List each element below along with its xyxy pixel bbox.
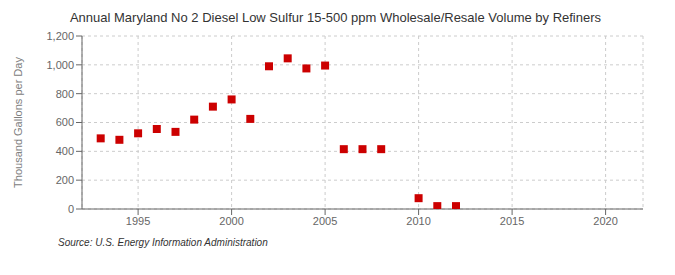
svg-text:1995: 1995 xyxy=(126,215,150,227)
svg-text:2020: 2020 xyxy=(593,215,617,227)
svg-text:2000: 2000 xyxy=(219,215,243,227)
svg-text:400: 400 xyxy=(56,145,74,157)
svg-text:2005: 2005 xyxy=(313,215,337,227)
svg-text:Thousand Gallons per Day: Thousand Gallons per Day xyxy=(12,57,24,188)
svg-text:2010: 2010 xyxy=(406,215,430,227)
svg-text:200: 200 xyxy=(56,174,74,186)
svg-text:1,000: 1,000 xyxy=(46,59,74,71)
svg-text:0: 0 xyxy=(68,203,74,215)
svg-text:2015: 2015 xyxy=(500,215,524,227)
svg-text:1,200: 1,200 xyxy=(46,30,74,42)
svg-text:800: 800 xyxy=(56,88,74,100)
svg-text:600: 600 xyxy=(56,116,74,128)
html-text:Source: U.S. Energy Informatio: Source: U.S. Energy Information Administ… xyxy=(58,237,268,248)
html-text:Annual Maryland No 2 Diesel Lo: Annual Maryland No 2 Diesel Low Sulfur 1… xyxy=(69,10,601,25)
